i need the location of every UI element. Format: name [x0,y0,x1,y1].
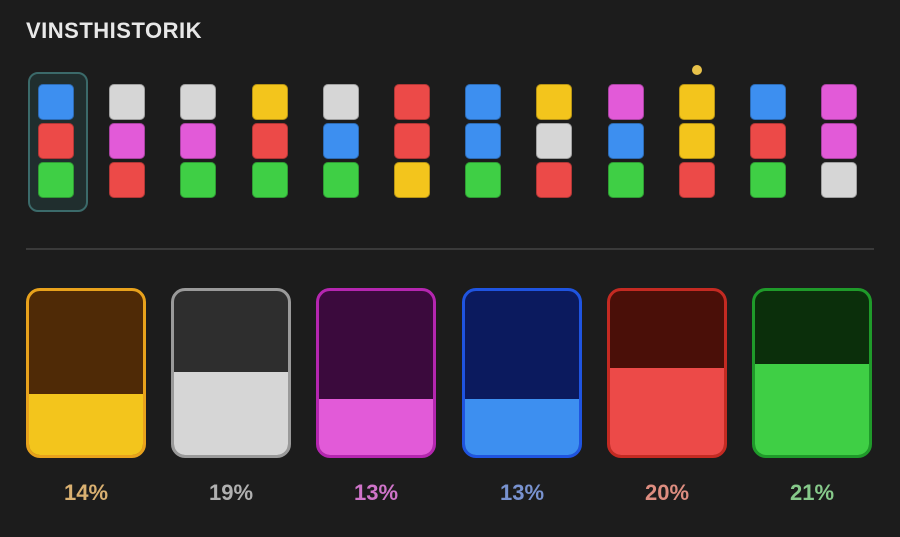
stat-bar-fill [29,394,143,455]
history-cell-green [180,162,216,198]
history-cell-blue [750,84,786,120]
history-cell-pink [821,84,857,120]
history-round-1[interactable] [28,72,88,212]
history-cell-blue [323,123,359,159]
history-cell-white [536,123,572,159]
history-round-5[interactable] [323,84,359,201]
stat-bar-fill [319,399,433,455]
history-cell-yellow [679,123,715,159]
history-round-11[interactable] [750,84,786,201]
history-cell-yellow [394,162,430,198]
history-cell-red [252,123,288,159]
history-cell-green [465,162,501,198]
win-history-grid [0,0,900,240]
stat-bar-fill [610,368,724,455]
stat-bar-blue [462,288,582,458]
history-round-2[interactable] [109,84,145,201]
history-cell-blue [608,123,644,159]
history-cell-red [109,162,145,198]
history-cell-red [394,84,430,120]
history-cell-blue [38,84,74,120]
history-cell-red [394,123,430,159]
history-cell-yellow [679,84,715,120]
stat-bar-green [752,288,872,458]
stat-percent-white: 19% [208,480,254,505]
history-cell-red [750,123,786,159]
history-cell-blue [465,84,501,120]
history-round-9[interactable] [608,84,644,201]
stat-bar-fill [465,399,579,455]
stat-percent-blue: 13% [499,480,545,505]
history-cell-white [109,84,145,120]
stat-bar-pink [316,288,436,458]
divider [26,248,874,250]
stat-percent-red: 20% [644,480,690,505]
page-title: VINSTHISTORIK [26,18,203,43]
history-cell-white [323,84,359,120]
history-round-3[interactable] [180,84,216,201]
stat-bar-yellow [26,288,146,458]
history-cell-yellow [252,84,288,120]
stat-percent-yellow: 14% [63,480,109,505]
history-cell-white [821,162,857,198]
stat-bar-white [171,288,291,458]
history-cell-pink [109,123,145,159]
history-cell-blue [465,123,501,159]
history-cell-pink [180,123,216,159]
history-round-10[interactable] [679,65,715,201]
history-cell-green [252,162,288,198]
stat-bar-fill [755,364,869,455]
history-cell-red [679,162,715,198]
stat-bar-red [607,288,727,458]
history-round-6[interactable] [394,84,430,201]
history-round-12[interactable] [821,84,857,201]
history-cell-pink [608,84,644,120]
history-round-8[interactable] [536,84,572,201]
history-cell-green [750,162,786,198]
history-cell-pink [821,123,857,159]
history-round-7[interactable] [465,84,501,201]
history-cell-white [180,84,216,120]
history-round-4[interactable] [252,84,288,201]
history-cell-red [536,162,572,198]
stat-bar-fill [174,372,288,455]
history-cell-green [323,162,359,198]
marker-dot-icon [692,65,702,75]
history-cell-green [608,162,644,198]
history-cell-red [38,123,74,159]
stat-percent-green: 21% [789,480,835,505]
history-cell-yellow [536,84,572,120]
history-cell-green [38,162,74,198]
stat-percent-pink: 13% [353,480,399,505]
